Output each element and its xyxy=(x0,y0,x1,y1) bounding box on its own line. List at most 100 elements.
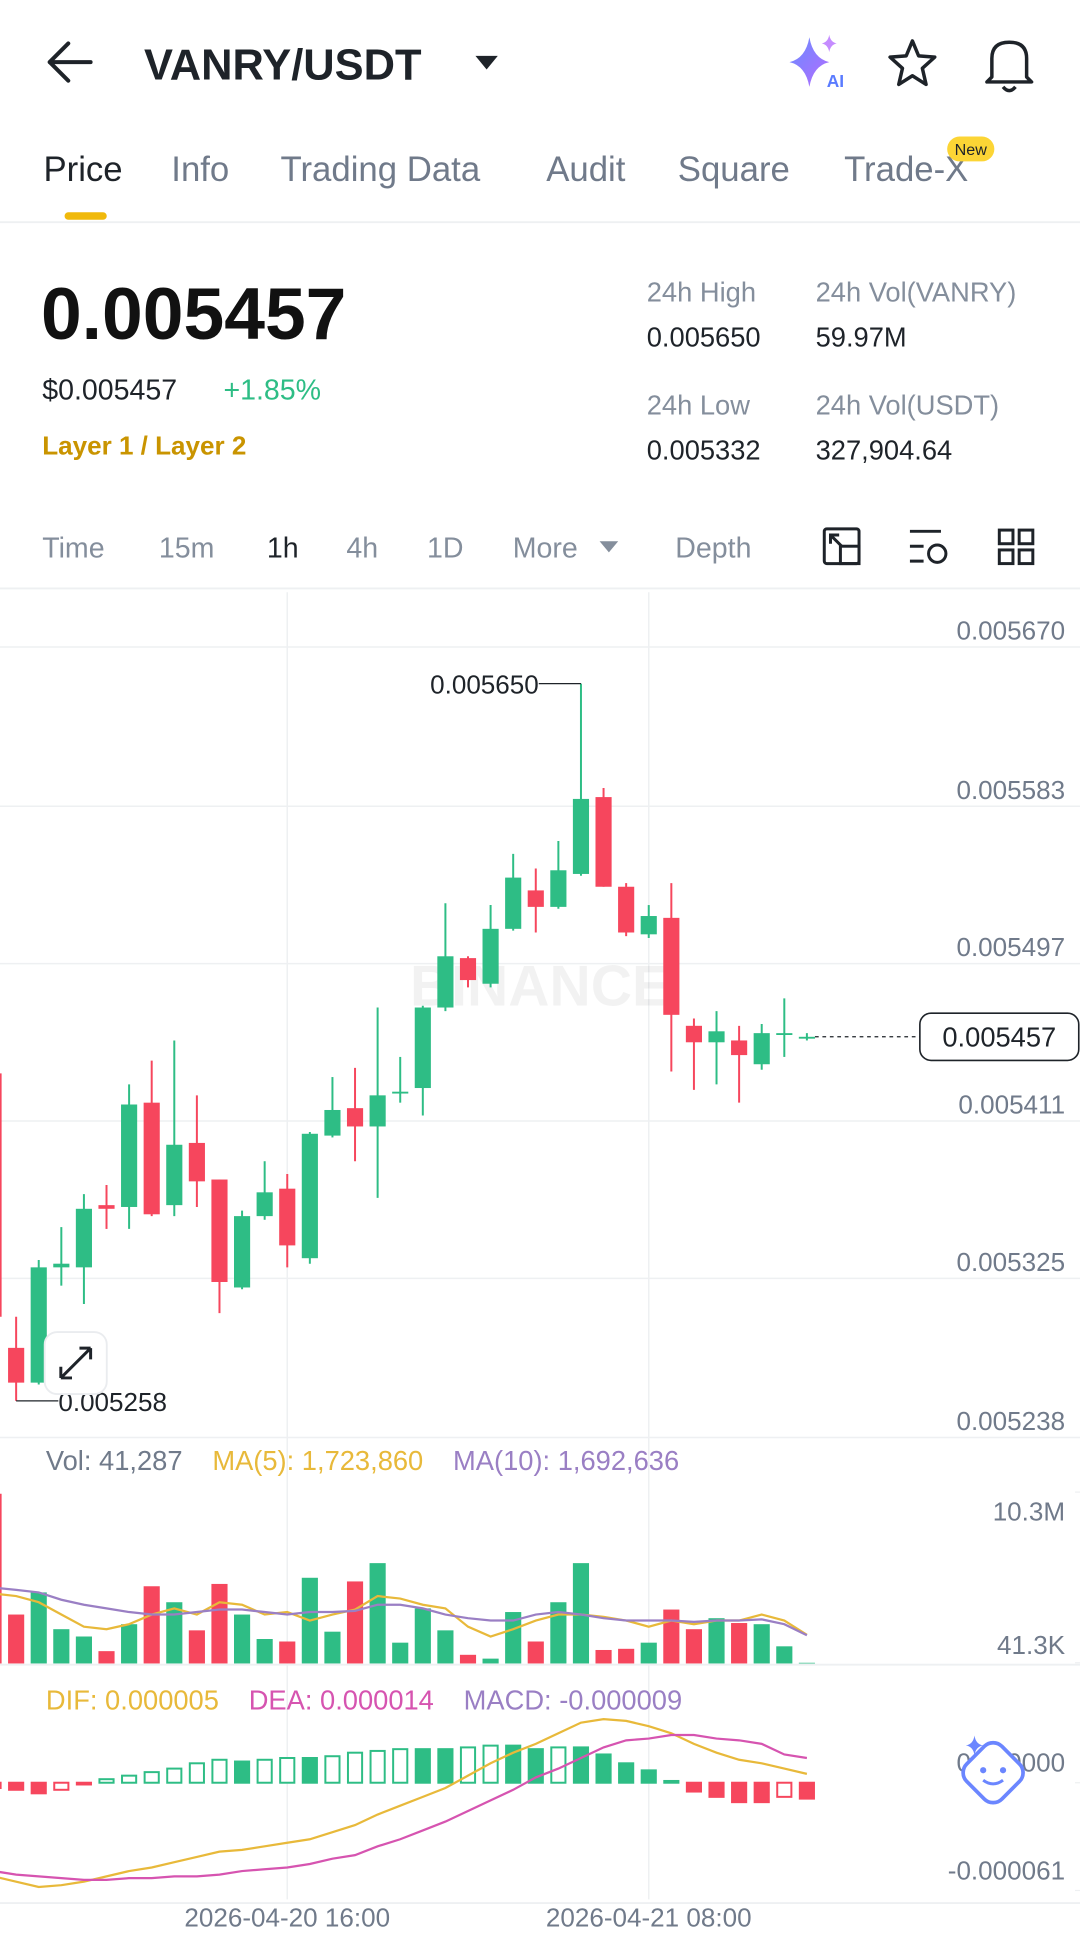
pair-title[interactable]: VANRY/USDT xyxy=(144,41,422,89)
expand-button[interactable] xyxy=(43,1331,108,1396)
candle-body xyxy=(301,1133,318,1259)
ai-button[interactable]: AI xyxy=(789,34,845,91)
tab[interactable]: Audit xyxy=(546,151,626,189)
macd-bar xyxy=(776,1781,793,1798)
macd-bar xyxy=(188,1762,205,1784)
price-change: +1.85% xyxy=(223,375,321,407)
interval[interactable]: 4h xyxy=(346,532,378,564)
volume-bar xyxy=(8,1614,25,1664)
tab[interactable]: Trade-X xyxy=(844,151,968,189)
macd-bar xyxy=(143,1771,160,1784)
assistant-button[interactable] xyxy=(958,1735,1028,1807)
settings-button[interactable] xyxy=(909,529,948,564)
macd-bar xyxy=(75,1781,92,1786)
macd-bar xyxy=(685,1781,702,1793)
y-tick-label: 0.005497 xyxy=(956,932,1065,962)
candle-body xyxy=(550,870,567,907)
volume-bar xyxy=(572,1563,590,1664)
tab[interactable]: Price xyxy=(43,151,122,189)
candle-body xyxy=(640,916,657,935)
stat-value: 327,904.64 xyxy=(816,434,953,465)
y-tick-label: 0.005670 xyxy=(956,616,1065,646)
new-badge-label: New xyxy=(955,141,988,159)
candle-body xyxy=(708,1031,725,1043)
tags[interactable]: Layer 1 / Layer 2 xyxy=(42,430,246,460)
macd-bar xyxy=(414,1748,431,1784)
last-price-box xyxy=(919,1012,1080,1062)
stat-label: 24h Low xyxy=(647,390,750,421)
volume-bar xyxy=(369,1563,386,1664)
candle-body xyxy=(663,917,680,1015)
pair-dropdown[interactable] xyxy=(475,55,498,70)
volume-bar xyxy=(211,1583,228,1664)
candle-body xyxy=(53,1263,70,1268)
volume-bar xyxy=(798,1662,815,1664)
macd-bar xyxy=(53,1781,70,1791)
tab-bar: Price Info Trading Data Audit Square Tra… xyxy=(0,136,1080,224)
fullscreen-button[interactable] xyxy=(822,527,861,566)
volume-bar xyxy=(640,1642,657,1664)
volume-bar xyxy=(30,1592,47,1664)
macd-bar xyxy=(301,1757,318,1784)
volume-bar xyxy=(256,1639,273,1664)
candle-body xyxy=(234,1216,251,1288)
layout-button[interactable] xyxy=(997,528,1035,566)
candle-body xyxy=(279,1188,296,1246)
volume-bar xyxy=(550,1602,567,1664)
candle-body xyxy=(121,1104,138,1207)
stat-label: 24h High xyxy=(647,277,756,308)
candle-body xyxy=(30,1267,47,1383)
tab-indicator xyxy=(64,212,107,220)
candle-body xyxy=(324,1109,341,1136)
volume-bar xyxy=(279,1641,296,1664)
favorite-button[interactable] xyxy=(888,39,937,87)
chart-tools xyxy=(822,527,1035,566)
tab[interactable]: Trading Data xyxy=(281,151,481,189)
indicator-line xyxy=(0,1587,808,1637)
interval[interactable]: Time xyxy=(42,532,104,564)
interval[interactable]: 1D xyxy=(427,532,464,564)
interval[interactable]: Depth xyxy=(675,532,751,564)
volume-bar xyxy=(731,1623,748,1664)
tab[interactable]: Square xyxy=(678,151,790,189)
candle-body xyxy=(618,886,635,933)
y-tick-label: 0.005238 xyxy=(956,1406,1065,1436)
volume-bar xyxy=(346,1581,364,1664)
macd-bar xyxy=(98,1778,115,1784)
volume-bar xyxy=(482,1658,499,1664)
macd-bar xyxy=(346,1751,364,1784)
interval[interactable]: 1h xyxy=(267,532,299,564)
interval[interactable]: More xyxy=(513,532,578,564)
volume-bar xyxy=(708,1618,725,1664)
back-button[interactable] xyxy=(47,41,93,83)
volume-bar xyxy=(234,1614,251,1664)
macd-bar xyxy=(324,1755,341,1784)
macd-bar xyxy=(0,1781,2,1790)
candle-body xyxy=(595,797,612,887)
axes: 2026-04-20 16:00 2026-04-21 08:00 0.005670… xyxy=(46,616,1080,1933)
candle-body xyxy=(369,1095,386,1127)
candle-body xyxy=(166,1144,183,1206)
candle-body xyxy=(527,890,544,907)
macd-bar xyxy=(121,1774,138,1784)
macd-bar xyxy=(256,1758,273,1784)
last-price: 0.005457 xyxy=(41,273,346,355)
macd-bar xyxy=(618,1762,635,1784)
tab[interactable]: Info xyxy=(171,151,229,189)
alert-button[interactable] xyxy=(985,40,1034,93)
new-badge xyxy=(947,136,995,162)
volume-bar xyxy=(414,1608,431,1664)
candle-body xyxy=(256,1192,273,1217)
volume-bar xyxy=(663,1609,680,1664)
legend-entry: DIF: 0.000005 xyxy=(46,1684,219,1715)
more-dropdown[interactable] xyxy=(599,541,619,553)
interval[interactable]: 15m xyxy=(159,532,215,564)
candle-body xyxy=(685,1025,702,1043)
volume-bar xyxy=(527,1641,544,1664)
macd-bar xyxy=(234,1760,251,1784)
y-tick-label: -0.000061 xyxy=(948,1855,1065,1885)
macd-bar xyxy=(708,1781,725,1798)
macd-bar xyxy=(30,1781,47,1795)
y-tick-label: 41.3K xyxy=(997,1630,1066,1660)
